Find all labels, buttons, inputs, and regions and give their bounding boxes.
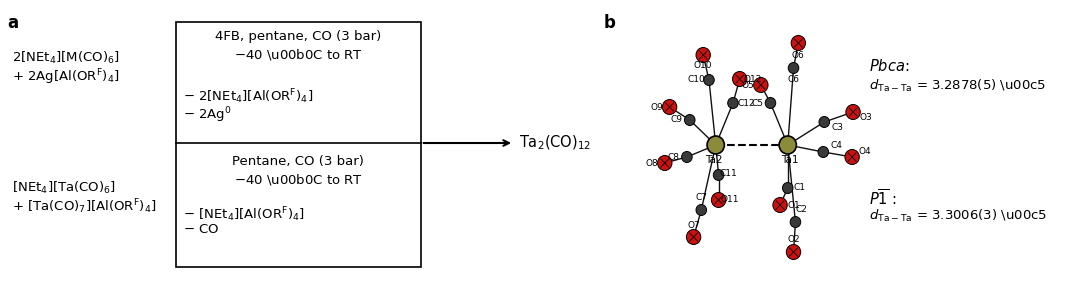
Text: C2: C2 — [795, 205, 807, 214]
Circle shape — [687, 229, 701, 244]
Circle shape — [681, 151, 692, 163]
Text: O6: O6 — [792, 50, 805, 59]
Circle shape — [662, 100, 677, 115]
Text: 4FB, pentane, CO (3 bar): 4FB, pentane, CO (3 bar) — [215, 30, 381, 43]
Text: Ta1: Ta1 — [781, 155, 798, 165]
Circle shape — [818, 146, 828, 158]
Text: O9: O9 — [651, 103, 663, 112]
Bar — [176, 22, 421, 267]
Text: O1: O1 — [787, 200, 800, 209]
Text: C1: C1 — [794, 183, 806, 193]
Text: $d_\mathrm{Ta-Ta}$ = 3.2878(5) \u00c5: $d_\mathrm{Ta-Ta}$ = 3.2878(5) \u00c5 — [869, 78, 1047, 94]
Text: O7: O7 — [687, 221, 700, 229]
Circle shape — [783, 183, 793, 193]
Circle shape — [696, 47, 711, 62]
Text: C9: C9 — [671, 115, 683, 125]
Text: O11: O11 — [720, 195, 740, 205]
Circle shape — [788, 62, 799, 74]
Text: $-$ [NEt$_4$][Al(OR$^\mathrm{F}$)$_4$]: $-$ [NEt$_4$][Al(OR$^\mathrm{F}$)$_4$] — [184, 205, 306, 224]
Circle shape — [704, 74, 714, 86]
Text: $\mathit{Pbca}$:: $\mathit{Pbca}$: — [869, 58, 909, 74]
Text: O4: O4 — [859, 147, 870, 156]
Circle shape — [712, 193, 726, 207]
Circle shape — [765, 98, 775, 108]
Text: C12: C12 — [738, 98, 755, 108]
Text: C11: C11 — [719, 168, 737, 178]
Text: [NEt$_4$][Ta(CO)$_6$]: [NEt$_4$][Ta(CO)$_6$] — [12, 180, 116, 196]
Text: C7: C7 — [696, 193, 707, 202]
Text: $-$ 2Ag$^0$: $-$ 2Ag$^0$ — [184, 105, 232, 125]
Text: b: b — [604, 14, 616, 32]
Text: Ta$_2$(CO)$_{12}$: Ta$_2$(CO)$_{12}$ — [518, 134, 591, 152]
Circle shape — [754, 78, 768, 93]
Circle shape — [779, 136, 796, 154]
Text: $d_\mathrm{Ta-Ta}$ = 3.3006(3) \u00c5: $d_\mathrm{Ta-Ta}$ = 3.3006(3) \u00c5 — [869, 208, 1048, 224]
Text: $-$ 2[NEt$_4$][Al(OR$^\mathrm{F}$)$_4$]: $-$ 2[NEt$_4$][Al(OR$^\mathrm{F}$)$_4$] — [184, 87, 313, 106]
Text: + 2Ag[Al(OR$^\mathrm{F}$)$_4$]: + 2Ag[Al(OR$^\mathrm{F}$)$_4$] — [12, 67, 119, 87]
Circle shape — [658, 156, 672, 171]
Text: C10: C10 — [688, 76, 705, 84]
Text: Pentane, CO (3 bar): Pentane, CO (3 bar) — [232, 155, 364, 168]
Text: $-$40 \u00b0C to RT: $-$40 \u00b0C to RT — [233, 47, 363, 62]
Text: O5: O5 — [742, 81, 755, 89]
Text: O12: O12 — [744, 74, 762, 84]
Circle shape — [819, 117, 829, 127]
Text: O10: O10 — [694, 62, 713, 71]
Text: + [Ta(CO)$_7$][Al(OR$^\mathrm{F}$)$_4$]: + [Ta(CO)$_7$][Al(OR$^\mathrm{F}$)$_4$] — [12, 197, 156, 216]
Text: a: a — [8, 14, 18, 32]
Text: O3: O3 — [860, 113, 872, 122]
Circle shape — [707, 136, 725, 154]
Circle shape — [728, 98, 739, 108]
Text: C4: C4 — [831, 142, 842, 151]
Circle shape — [732, 71, 747, 86]
Circle shape — [713, 169, 724, 180]
Text: O2: O2 — [787, 236, 800, 244]
Text: C3: C3 — [832, 124, 843, 132]
Text: C8: C8 — [667, 152, 679, 161]
Circle shape — [792, 35, 806, 50]
Circle shape — [846, 105, 861, 120]
Circle shape — [786, 244, 800, 260]
Text: $P\overline{1}$ :: $P\overline{1}$ : — [869, 188, 897, 208]
Circle shape — [685, 115, 696, 125]
Circle shape — [845, 149, 860, 164]
Text: $-$40 \u00b0C to RT: $-$40 \u00b0C to RT — [233, 172, 363, 187]
Text: Ta2: Ta2 — [705, 155, 723, 165]
Text: C6: C6 — [787, 76, 799, 84]
Text: O8: O8 — [646, 159, 659, 168]
Text: C5: C5 — [752, 98, 764, 108]
Circle shape — [696, 205, 706, 215]
Circle shape — [773, 197, 787, 212]
Circle shape — [791, 217, 800, 227]
Text: $-$ CO: $-$ CO — [184, 223, 220, 236]
Text: 2[NEt$_4$][M(CO)$_6$]: 2[NEt$_4$][M(CO)$_6$] — [12, 50, 119, 66]
